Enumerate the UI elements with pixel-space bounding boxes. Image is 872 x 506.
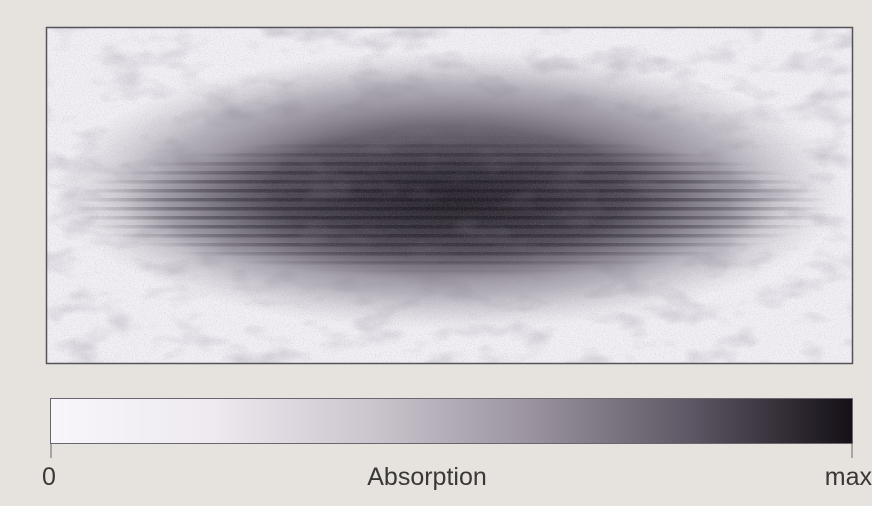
colorbar-min-label: 0 [42,463,56,491]
colorbar [51,399,853,444]
figure: 0 Absorption max [0,0,872,506]
colorbar-max-label: max [825,463,872,491]
colorbar-title: Absorption [367,463,487,491]
page: 0 Absorption max (() => { const data = J… [0,0,872,506]
absorption-image [47,28,852,363]
